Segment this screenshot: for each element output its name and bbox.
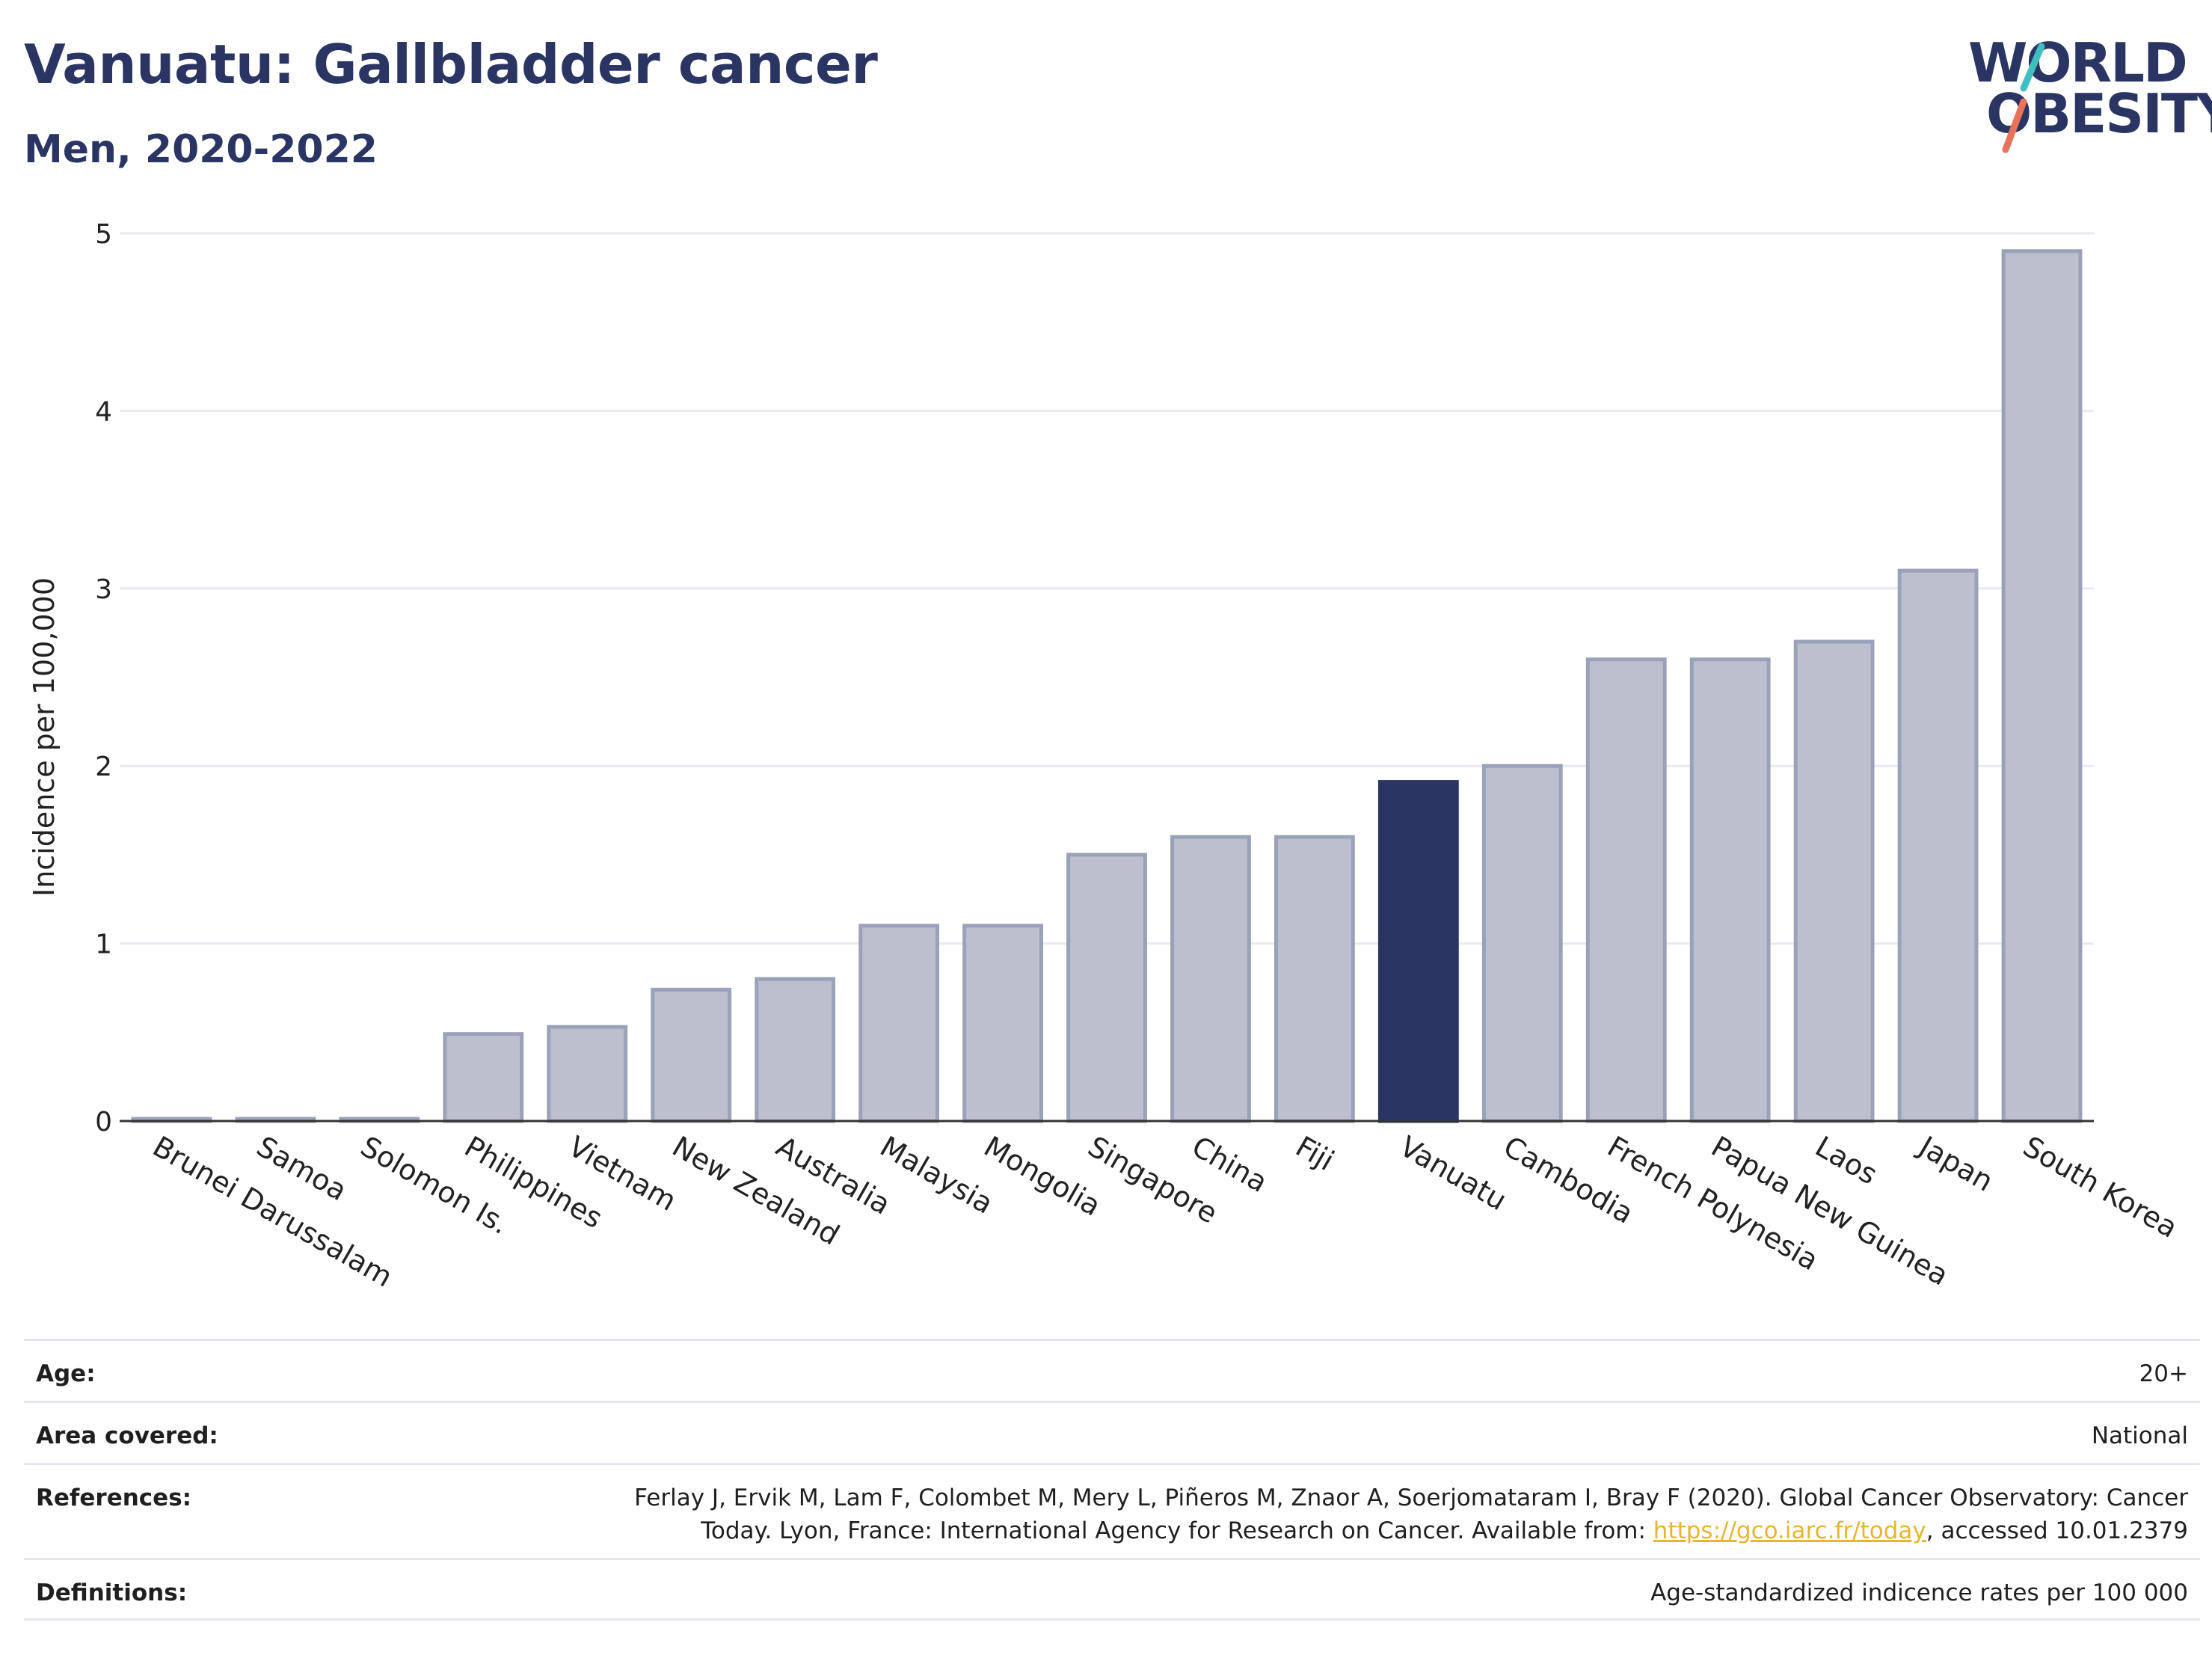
- bar-laos: [1793, 639, 1875, 1123]
- x-tick-label: Fiji: [1290, 1130, 1339, 1177]
- references-label: References:: [36, 1484, 192, 1511]
- age-label: Age:: [36, 1360, 96, 1387]
- logo-line1: WORLD: [1968, 31, 2188, 94]
- references-value: Ferlay J, Ervik M, Lam F, Colombet M, Me…: [634, 1481, 2188, 1547]
- x-tick-label: Japan: [1912, 1129, 1999, 1198]
- bar-fiji: [1274, 835, 1355, 1123]
- bar-vietnam: [547, 1025, 628, 1123]
- info-row-age: Age: 20+: [24, 1339, 2200, 1401]
- bar-cambodia: [1481, 764, 1563, 1123]
- world-obesity-logo: WORLD OBESITY: [1959, 22, 2212, 157]
- y-tick-label: 0: [95, 1107, 112, 1137]
- x-tick-label: Laos: [1810, 1130, 1883, 1191]
- logo-line2: OBESITY: [1986, 82, 2212, 145]
- info-row-area: Area covered: National: [24, 1401, 2200, 1463]
- logo-slash-icon: [2002, 43, 2045, 153]
- references-text-1: Ferlay J, Ervik M, Lam F, Colombet M, Me…: [634, 1484, 2188, 1511]
- bar-papua-new-guinea: [1689, 657, 1771, 1123]
- references-text-3: , accessed 10.01.2379: [1926, 1517, 2188, 1544]
- bar-philippines: [443, 1032, 524, 1123]
- definitions-value: Age-standardized indicence rates per 100…: [1650, 1579, 2188, 1606]
- y-axis-label: Incidence per 100,000: [28, 577, 61, 897]
- x-tick-label: Vanuatu: [1394, 1130, 1512, 1217]
- area-value: National: [2091, 1422, 2188, 1449]
- info-row-references: References: Ferlay J, Ervik M, Lam F, Co…: [24, 1463, 2200, 1558]
- references-link[interactable]: https://gco.iarc.fr/today: [1653, 1517, 1926, 1544]
- bar-chart: 0 1 2 3 4 5 Incidence per 100,000 Brunei Daru…: [28, 219, 2183, 1294]
- bar-singapore: [1066, 853, 1147, 1123]
- y-tick-label: 3: [95, 574, 112, 605]
- bar-south-korea: [2001, 249, 2083, 1123]
- y-tick-label: 2: [95, 752, 112, 782]
- y-tick-label: 1: [95, 930, 112, 960]
- references-text-2: Today. Lyon, France: International Agenc…: [701, 1517, 1653, 1544]
- bar-french-polynesia: [1585, 657, 1667, 1123]
- bar-japan: [1897, 568, 1979, 1123]
- y-tick-label: 4: [95, 396, 112, 427]
- definitions-label: Definitions:: [36, 1579, 188, 1606]
- x-tick-label: Mongolia: [979, 1130, 1107, 1223]
- area-label: Area covered:: [36, 1422, 218, 1449]
- bar-new-zealand: [651, 987, 732, 1123]
- page-subtitle: Men, 2020-2022: [24, 127, 378, 172]
- page-title: Vanuatu: Gallbladder cancer: [24, 33, 878, 96]
- info-table: Age: 20+ Area covered: National Referenc…: [24, 1339, 2200, 1621]
- bar-mongolia: [962, 924, 1043, 1123]
- info-row-definitions: Definitions: Age-standardized indicence …: [24, 1558, 2200, 1621]
- y-tick-label: 5: [95, 219, 112, 250]
- x-tick-label: Malaysia: [875, 1130, 999, 1220]
- x-tick-label: South Korea: [2018, 1130, 2183, 1244]
- bar-malaysia: [858, 924, 940, 1123]
- bars: [131, 249, 2083, 1123]
- bar-australia: [755, 977, 836, 1123]
- age-value: 20+: [2139, 1360, 2188, 1387]
- bar-china: [1170, 835, 1251, 1123]
- bar-vanuatu: [1377, 780, 1459, 1123]
- y-axis-ticks: 0 1 2 3 4 5: [95, 219, 112, 1137]
